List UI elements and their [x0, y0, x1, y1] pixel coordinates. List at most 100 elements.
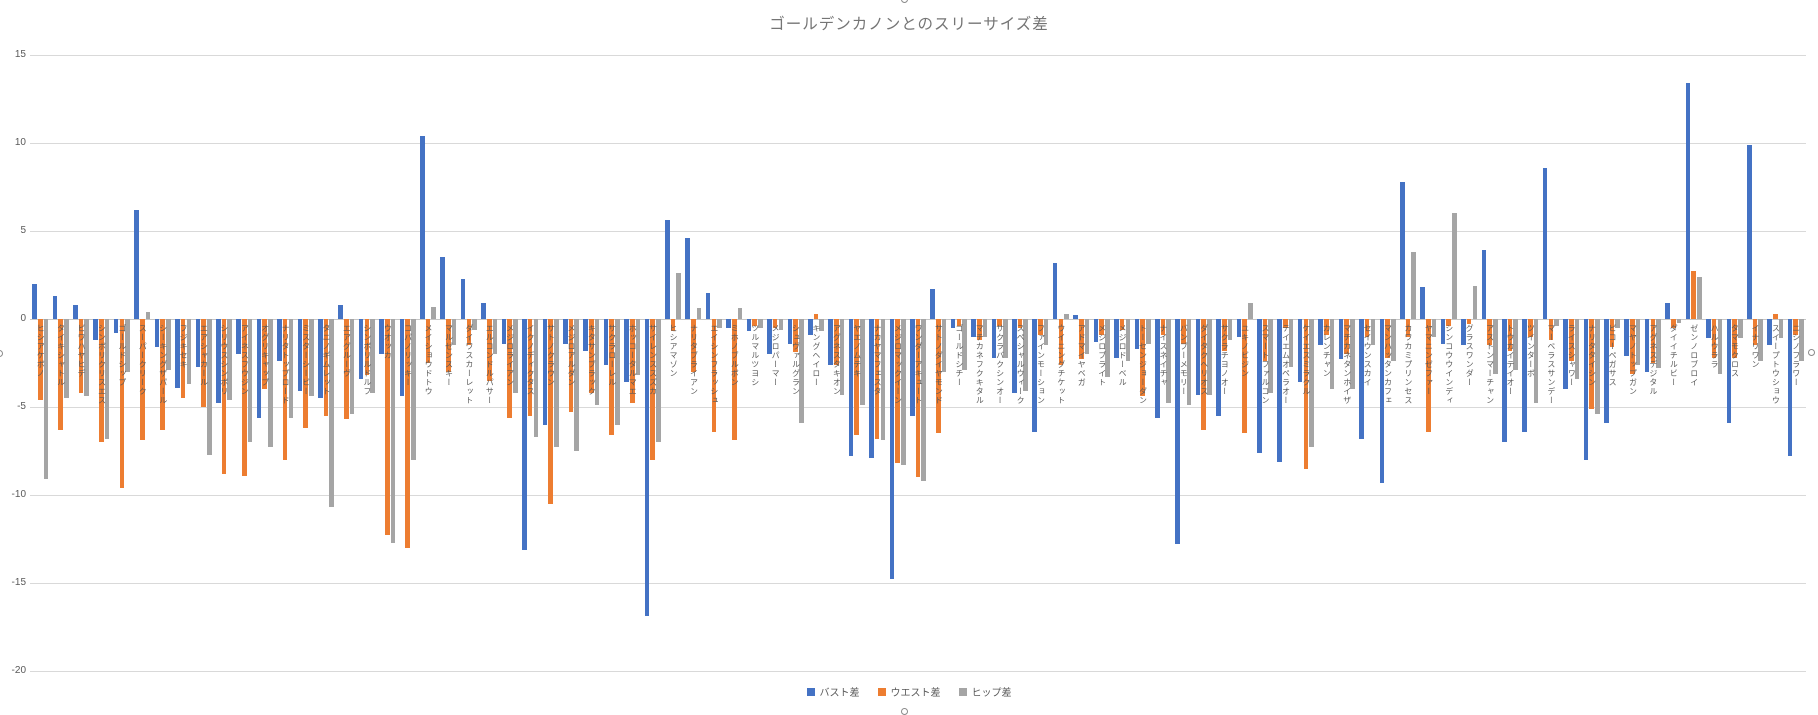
bar-bust [1114, 319, 1119, 358]
bar-bust [1032, 319, 1038, 432]
legend-item-hip[interactable]: ヒップ差 [958, 684, 1012, 699]
category-label: ゼンノロブロイ [1689, 324, 1699, 387]
bar-waist [956, 319, 962, 327]
bar-hip [860, 319, 865, 406]
bar-bust [889, 319, 895, 580]
bar-hip [1737, 319, 1743, 339]
category-label: シュヴァルグラン [791, 324, 801, 396]
bar-bust [522, 319, 527, 550]
category-label: サクラチヨノオー [1220, 324, 1230, 396]
bar-bust [1440, 319, 1446, 344]
bar-hip [451, 319, 457, 346]
bar-bust [236, 319, 241, 355]
category-label: カワカミプリンセス [1403, 324, 1413, 405]
bar-waist [1752, 319, 1758, 346]
bar-waist [37, 319, 43, 400]
bar-hip [962, 319, 967, 371]
bar-hip [778, 319, 784, 330]
bar-hip [43, 319, 49, 480]
bar-waist [650, 319, 655, 460]
bar-bust [787, 319, 793, 344]
legend-label: ウエスト差 [890, 688, 941, 699]
legend-item-waist[interactable]: ウエスト差 [877, 684, 941, 699]
bar-hip [635, 319, 641, 376]
category-label: エルコンドルパサー [485, 324, 495, 405]
bar-bust [297, 319, 303, 392]
category-label: ナリタトップロード [281, 324, 291, 405]
bar-hip [1411, 252, 1416, 319]
bar-bust [1012, 319, 1017, 393]
bar-waist [446, 319, 451, 372]
category-label: スペシャルウィーク [1016, 324, 1026, 405]
bar-hip [349, 319, 355, 415]
bar-hip [1676, 319, 1682, 323]
bar-waist [221, 319, 227, 474]
bar-waist [711, 319, 717, 432]
resize-handle-bottom[interactable] [901, 708, 908, 715]
resize-handle-left[interactable] [0, 350, 3, 357]
category-label: イナリワン [1750, 324, 1760, 369]
category-label: セイウンスカイ [1363, 324, 1373, 387]
bar-waist [1160, 319, 1166, 335]
bar-waist [1589, 319, 1594, 409]
bar-hip [1329, 319, 1335, 390]
bar-hip [1595, 319, 1600, 415]
resize-handle-top[interactable] [901, 0, 908, 3]
bar-hip [145, 311, 151, 319]
y-tick-label: -20 [11, 665, 26, 676]
bar-waist [997, 319, 1002, 327]
category-label: ニシノフラワー [1791, 324, 1801, 387]
bar-bust [665, 220, 670, 319]
bar-bust [583, 319, 588, 351]
bar-hip [1574, 319, 1580, 379]
bar-hip [1431, 319, 1437, 337]
bar-bust [1236, 319, 1242, 337]
bar-hip [615, 319, 620, 425]
bar-bust [1420, 287, 1425, 319]
bar-bust [1073, 315, 1078, 319]
bar-waist [487, 319, 492, 381]
bar-waist [242, 319, 247, 476]
bar-bust [1216, 319, 1221, 416]
bar-hip [1288, 319, 1294, 367]
bar-waist [384, 319, 390, 536]
category-label: ケイエスミラクル [1301, 324, 1311, 396]
bar-bust [338, 304, 343, 319]
legend-item-bust[interactable]: バスト差 [806, 684, 860, 699]
bar-bust [971, 319, 976, 337]
bar-hip [186, 319, 192, 385]
bar-bust [113, 319, 119, 334]
category-label: ビコーペガサス [1608, 324, 1618, 387]
bar-hip [1064, 313, 1069, 319]
bar-waist [466, 319, 472, 346]
category-label: サクラバクシンオー [995, 324, 1005, 405]
resize-handle-right[interactable] [1808, 349, 1815, 356]
bar-hip [329, 319, 334, 508]
bar-bust [134, 209, 139, 319]
bar-waist [1568, 319, 1574, 362]
bar-waist [1426, 319, 1431, 432]
category-label: イクノディクタス [526, 324, 536, 396]
legend-label: バスト差 [819, 688, 860, 699]
bar-bust [1277, 319, 1283, 462]
bar-waist [1548, 319, 1554, 341]
bar-bust [624, 319, 629, 383]
bar-waist [425, 319, 431, 363]
bar-hip [513, 319, 518, 393]
category-label: シンコウウインディ [1444, 324, 1454, 405]
bar-waist [201, 319, 206, 407]
bar-waist [895, 319, 900, 464]
bar-waist [1528, 319, 1533, 337]
bar-hip [717, 319, 722, 328]
bar-waist [1732, 319, 1737, 358]
bar-waist [119, 319, 125, 488]
bar-bust [1318, 319, 1323, 346]
category-label: アストンマーチャン [1485, 324, 1495, 405]
bar-hip [1635, 319, 1641, 365]
bar-waist [364, 319, 370, 376]
bar-bust [562, 319, 568, 344]
y-tick-label: 15 [14, 49, 26, 60]
bar-waist [915, 319, 921, 478]
category-label: サクラローレル [607, 324, 617, 387]
category-label: マーベラスサンデー [1546, 324, 1556, 405]
